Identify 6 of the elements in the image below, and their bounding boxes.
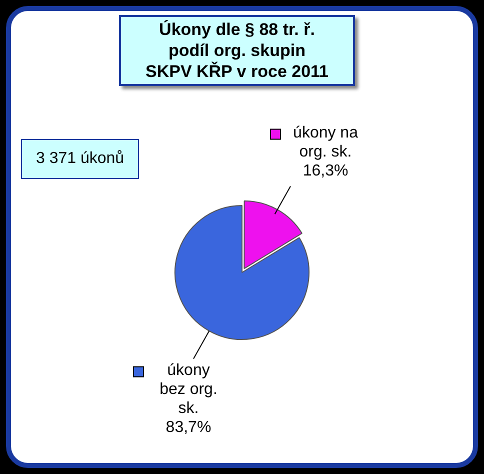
legend-label: úkony bez org. sk. — [160, 362, 218, 418]
data-label: 83,7% — [166, 419, 212, 436]
legend-label: úkony na org. sk. — [293, 124, 358, 161]
text: 3 371 úkonů — [21, 139, 140, 179]
chart-title: Úkony dle § 88 tr. ř. podíl org. skupin SKPV KŘP v roce 2011 — [119, 15, 355, 86]
data-label: 16,3% — [302, 162, 348, 180]
